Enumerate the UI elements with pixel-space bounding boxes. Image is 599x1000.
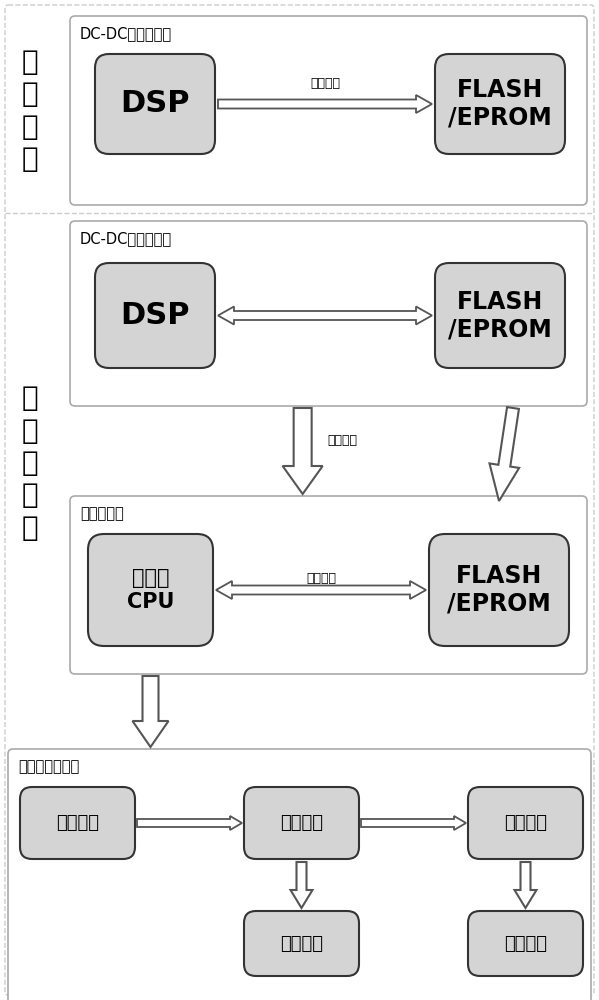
Text: 飞
行
状
态: 飞 行 状 态	[22, 48, 38, 173]
Polygon shape	[216, 581, 426, 599]
Text: 数据记录: 数据记录	[56, 814, 99, 832]
Text: FLASH
/EPROM: FLASH /EPROM	[447, 564, 551, 616]
Text: 服务器完成任务: 服务器完成任务	[18, 759, 79, 774]
Text: 数据下载: 数据下载	[328, 434, 358, 448]
Text: 数据分析: 数据分析	[280, 814, 323, 832]
FancyBboxPatch shape	[435, 54, 565, 154]
Text: 地面服务器: 地面服务器	[80, 506, 124, 521]
Polygon shape	[515, 862, 537, 908]
FancyBboxPatch shape	[468, 911, 583, 976]
Text: 故障预测: 故障预测	[504, 934, 547, 952]
FancyBboxPatch shape	[95, 263, 215, 368]
Polygon shape	[218, 95, 432, 113]
FancyBboxPatch shape	[244, 911, 359, 976]
Polygon shape	[361, 816, 466, 830]
FancyBboxPatch shape	[95, 54, 215, 154]
FancyBboxPatch shape	[70, 221, 587, 406]
Polygon shape	[218, 306, 432, 324]
Text: 数据存储: 数据存储	[310, 77, 340, 90]
FancyBboxPatch shape	[244, 787, 359, 859]
FancyBboxPatch shape	[435, 263, 565, 368]
Polygon shape	[489, 407, 519, 501]
Text: DSP: DSP	[120, 301, 190, 330]
Text: DSP: DSP	[120, 90, 190, 118]
FancyBboxPatch shape	[429, 534, 569, 646]
FancyBboxPatch shape	[88, 534, 213, 646]
Text: 数据挖掘: 数据挖掘	[504, 814, 547, 832]
Text: 高性能
CPU: 高性能 CPU	[127, 568, 174, 612]
FancyBboxPatch shape	[468, 787, 583, 859]
Text: FLASH
/EPROM: FLASH /EPROM	[448, 78, 552, 130]
Polygon shape	[137, 816, 242, 830]
Text: DC-DC直流变换器: DC-DC直流变换器	[80, 26, 172, 41]
Text: 健康状态: 健康状态	[280, 934, 323, 952]
Text: 飞
机
降
落
后: 飞 机 降 落 后	[22, 384, 38, 542]
Polygon shape	[132, 676, 168, 747]
FancyBboxPatch shape	[20, 787, 135, 859]
Polygon shape	[283, 408, 323, 494]
Text: FLASH
/EPROM: FLASH /EPROM	[448, 290, 552, 341]
Text: 数据交换: 数据交换	[306, 572, 336, 585]
Polygon shape	[291, 862, 313, 908]
FancyBboxPatch shape	[8, 749, 591, 1000]
FancyBboxPatch shape	[5, 5, 594, 995]
FancyBboxPatch shape	[70, 496, 587, 674]
FancyBboxPatch shape	[70, 16, 587, 205]
Text: DC-DC直流变换器: DC-DC直流变换器	[80, 231, 172, 246]
